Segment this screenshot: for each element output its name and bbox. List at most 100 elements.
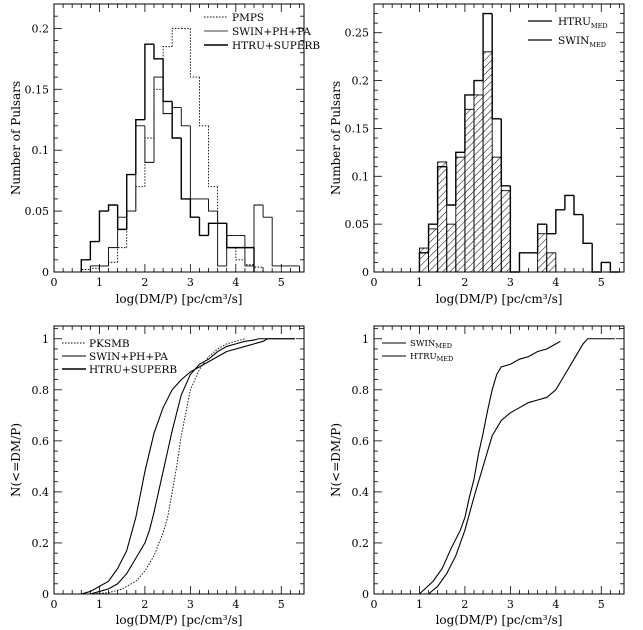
cdf-lines bbox=[419, 338, 615, 595]
y-tick-label: 1 bbox=[42, 333, 49, 346]
y-tick-label: 0.05 bbox=[25, 205, 50, 218]
legend-label-pksmb: PKSMB bbox=[89, 338, 130, 350]
x-tick-label: 1 bbox=[96, 598, 103, 611]
bar-swin-med bbox=[419, 247, 429, 273]
y-tick-label: 0.05 bbox=[345, 218, 370, 231]
y-tick-label: 0.8 bbox=[352, 384, 370, 397]
y-tick-label: 0.1 bbox=[352, 170, 370, 183]
y-tick-label: 0.1 bbox=[32, 144, 50, 157]
x-tick-label: 1 bbox=[416, 598, 423, 611]
legend-label-swin-med: SWINMED bbox=[558, 35, 606, 49]
bar-swin-med bbox=[446, 223, 457, 273]
y-tick-label: 0.6 bbox=[32, 435, 50, 448]
y-tick-label: 0.8 bbox=[32, 384, 50, 397]
axis-ticks bbox=[53, 3, 304, 273]
bar-swin-med bbox=[437, 161, 448, 273]
series-swin-med bbox=[419, 340, 561, 595]
y-tick-label: 0 bbox=[362, 588, 369, 601]
y-axis-label: Number of Pulsars bbox=[9, 81, 23, 195]
legend: HTRUMED SWINMED bbox=[528, 16, 608, 49]
legend-label-swin-ph-pa: SWIN+PH+PA bbox=[89, 351, 168, 363]
bar-swin-med bbox=[464, 108, 475, 273]
cdf-lines bbox=[81, 338, 295, 595]
panel-bottom-right: 0 1 2 3 4 5 0 0.2 0.4 0.6 0.8 1 log(DM/P) [pc/cm³/… bbox=[329, 325, 625, 627]
axis-ticks bbox=[373, 326, 624, 595]
y-tick-label: 0.2 bbox=[32, 22, 50, 35]
panel-top-right: 0 1 2 3 4 5 0 0.05 0.1 0.15 0.2 0.25 log(DM/P) [pc… bbox=[329, 3, 625, 306]
x-tick-label: 3 bbox=[187, 276, 194, 289]
y-tick-labels: 0 0.05 0.1 0.15 0.2 0.25 bbox=[345, 27, 370, 279]
bar-swin-med bbox=[428, 228, 439, 273]
y-tick-label: 0.25 bbox=[345, 27, 370, 40]
legend: PMPS SWIN+PH+PA HTRU+SUPERB bbox=[204, 12, 320, 52]
y-tick-label: 0 bbox=[42, 588, 49, 601]
panel-bottom-left: 0 1 2 3 4 5 0 0.2 0.4 0.6 0.8 1 log(DM/P) [pc/cm³/… bbox=[9, 325, 305, 627]
x-tick-label: 5 bbox=[278, 276, 285, 289]
legend-label-htru-med: HTRUMED bbox=[410, 352, 453, 363]
bar-swin-med bbox=[546, 252, 557, 273]
series-swin-ph-pa bbox=[72, 76, 300, 273]
x-tick-label: 4 bbox=[552, 276, 559, 289]
x-axis-label: log(DM/P) [pc/cm³/s] bbox=[116, 613, 243, 627]
x-tick-label: 4 bbox=[552, 598, 559, 611]
plot-frame bbox=[373, 325, 625, 595]
x-axis-label: log(DM/P) [pc/cm³/s] bbox=[436, 613, 563, 627]
y-tick-label: 0.4 bbox=[352, 486, 370, 499]
x-tick-label: 4 bbox=[232, 598, 239, 611]
legend-label-htru-superb: HTRU+SUPERB bbox=[89, 364, 177, 376]
x-tick-labels: 0 1 2 3 4 5 bbox=[51, 598, 285, 611]
x-axis-label: log(DM/P) [pc/cm³/s] bbox=[436, 292, 563, 306]
y-tick-labels: 0 0.2 0.4 0.6 0.8 1 bbox=[32, 333, 50, 601]
series-htru-med bbox=[418, 12, 620, 273]
bar-swin-med bbox=[500, 190, 511, 273]
y-tick-label: 0.15 bbox=[25, 83, 50, 96]
series-htru-superb bbox=[81, 338, 295, 595]
series-htru-superb bbox=[80, 43, 255, 272]
x-tick-label: 1 bbox=[96, 276, 103, 289]
y-tick-label: 0.2 bbox=[352, 537, 370, 550]
bar-swin-med bbox=[491, 156, 502, 273]
x-tick-label: 0 bbox=[371, 276, 378, 289]
legend-label-htru-med: HTRUMED bbox=[558, 16, 608, 30]
series-htru-med bbox=[428, 338, 615, 595]
histogram-bars bbox=[72, 27, 300, 273]
axis-ticks bbox=[53, 326, 304, 595]
bar-swin-med bbox=[537, 233, 548, 273]
y-tick-label: 0.2 bbox=[32, 537, 50, 550]
y-tick-label: 1 bbox=[362, 333, 369, 346]
x-tick-label: 2 bbox=[461, 598, 468, 611]
y-tick-label: 0 bbox=[42, 266, 49, 279]
x-tick-label: 4 bbox=[232, 276, 239, 289]
y-axis-label: N(<=DM/P) bbox=[329, 423, 343, 497]
series-pksmb bbox=[90, 338, 246, 595]
x-tick-label: 1 bbox=[416, 276, 423, 289]
bar-swin-med bbox=[473, 94, 484, 273]
legend: SWINMED HTRUMED bbox=[382, 339, 453, 363]
x-tick-label: 2 bbox=[141, 598, 148, 611]
x-tick-labels: 0 1 2 3 4 5 bbox=[371, 276, 605, 289]
x-tick-labels: 0 1 2 3 4 5 bbox=[371, 598, 605, 611]
y-tick-label: 0 bbox=[362, 266, 369, 279]
x-tick-label: 3 bbox=[507, 598, 514, 611]
y-tick-label: 0.2 bbox=[352, 75, 370, 88]
panel-top-left: 0 1 2 3 4 5 0 0.05 0.1 0.15 0.2 log(DM/P) [pc/cm³… bbox=[9, 3, 320, 306]
bar-swin-med bbox=[482, 51, 493, 273]
legend-label-swin-ph-pa: SWIN+PH+PA bbox=[232, 26, 311, 38]
bar-swin-med bbox=[455, 156, 466, 273]
y-tick-label: 0.15 bbox=[345, 122, 370, 135]
x-tick-label: 0 bbox=[51, 276, 58, 289]
y-tick-label: 0.6 bbox=[352, 435, 370, 448]
x-tick-label: 5 bbox=[278, 598, 285, 611]
legend: PKSMB SWIN+PH+PA HTRU+SUPERB bbox=[62, 338, 177, 376]
x-tick-label: 2 bbox=[141, 276, 148, 289]
x-tick-label: 5 bbox=[598, 598, 605, 611]
legend-label-pmps: PMPS bbox=[232, 12, 264, 24]
x-tick-labels: 0 1 2 3 4 5 bbox=[51, 276, 285, 289]
legend-label-swin-med: SWINMED bbox=[410, 339, 452, 350]
x-tick-label: 3 bbox=[507, 276, 514, 289]
y-tick-label: 0.4 bbox=[32, 486, 50, 499]
histogram-bars bbox=[418, 12, 620, 273]
x-tick-label: 2 bbox=[461, 276, 468, 289]
y-axis-label: N(<=DM/P) bbox=[9, 423, 23, 497]
